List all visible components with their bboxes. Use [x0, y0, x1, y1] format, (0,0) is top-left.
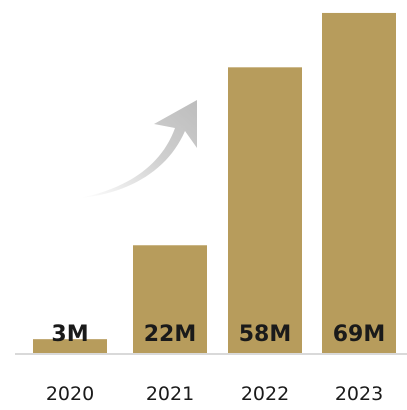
bars-group — [33, 12, 396, 355]
x-tick-label-2020: 2020 — [46, 383, 94, 405]
x-axis-tick-labels: 2020 2021 2022 2023 — [46, 383, 383, 405]
growth-arrow-icon — [80, 100, 197, 198]
data-label-2022: 58M — [239, 322, 292, 347]
data-label-2020: 3M — [51, 322, 88, 347]
bar-2022 — [228, 67, 302, 355]
bar-2023 — [322, 12, 396, 354]
x-tick-label-2023: 2023 — [335, 383, 383, 405]
data-label-2021: 22M — [144, 322, 197, 347]
x-tick-label-2022: 2022 — [241, 383, 289, 405]
x-tick-label-2021: 2021 — [146, 383, 194, 405]
bar-2021 — [133, 245, 207, 354]
bar-2020 — [33, 339, 107, 354]
bar-labels-group: 3M 22M 58M 69M — [51, 322, 385, 347]
data-label-2023: 69M — [333, 322, 386, 347]
